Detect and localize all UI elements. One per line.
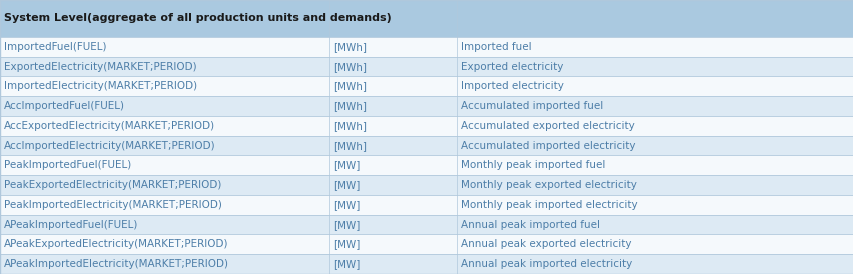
Text: [MW]: [MW] [333,160,360,170]
Text: PeakImportedFuel(FUEL): PeakImportedFuel(FUEL) [4,160,131,170]
Text: [MWh]: [MWh] [333,141,367,151]
Text: Imported fuel: Imported fuel [461,42,531,52]
Text: [MW]: [MW] [333,239,360,249]
Text: Monthly peak exported electricity: Monthly peak exported electricity [461,180,636,190]
Text: AccImportedElectricity(MARKET;PERIOD): AccImportedElectricity(MARKET;PERIOD) [4,141,216,151]
Text: Exported electricity: Exported electricity [461,62,563,72]
Text: Imported electricity: Imported electricity [461,81,563,91]
Text: APeakImportedFuel(FUEL): APeakImportedFuel(FUEL) [4,220,138,230]
Bar [0,175,853,195]
Text: AccExportedElectricity(MARKET;PERIOD): AccExportedElectricity(MARKET;PERIOD) [4,121,215,131]
Bar [0,156,853,175]
Bar [0,57,853,76]
Text: Accumulated imported fuel: Accumulated imported fuel [461,101,603,111]
Text: System Level(aggregate of all production units and demands): System Level(aggregate of all production… [4,13,392,24]
Text: Accumulated imported electricity: Accumulated imported electricity [461,141,635,151]
Text: [MW]: [MW] [333,259,360,269]
Bar [0,76,853,96]
Text: [MW]: [MW] [333,180,360,190]
Bar [0,116,853,136]
Bar [0,215,853,235]
Text: ImportedFuel(FUEL): ImportedFuel(FUEL) [4,42,107,52]
Text: [MW]: [MW] [333,200,360,210]
Bar [0,195,853,215]
Text: [MW]: [MW] [333,220,360,230]
Text: PeakExportedElectricity(MARKET;PERIOD): PeakExportedElectricity(MARKET;PERIOD) [4,180,222,190]
Text: [MWh]: [MWh] [333,101,367,111]
Text: Monthly peak imported fuel: Monthly peak imported fuel [461,160,605,170]
Text: Monthly peak imported electricity: Monthly peak imported electricity [461,200,637,210]
Text: PeakImportedElectricity(MARKET;PERIOD): PeakImportedElectricity(MARKET;PERIOD) [4,200,222,210]
Bar [0,37,853,57]
Text: Annual peak imported electricity: Annual peak imported electricity [461,259,632,269]
Bar [0,0,853,37]
Text: ImportedElectricity(MARKET;PERIOD): ImportedElectricity(MARKET;PERIOD) [4,81,197,91]
Bar [0,254,853,274]
Text: ExportedElectricity(MARKET;PERIOD): ExportedElectricity(MARKET;PERIOD) [4,62,197,72]
Bar [0,235,853,254]
Text: Annual peak exported electricity: Annual peak exported electricity [461,239,631,249]
Text: APeakImportedElectricity(MARKET;PERIOD): APeakImportedElectricity(MARKET;PERIOD) [4,259,229,269]
Bar [0,136,853,156]
Text: [MWh]: [MWh] [333,81,367,91]
Text: APeakExportedElectricity(MARKET;PERIOD): APeakExportedElectricity(MARKET;PERIOD) [4,239,229,249]
Bar [0,96,853,116]
Text: Accumulated exported electricity: Accumulated exported electricity [461,121,634,131]
Text: Annual peak imported fuel: Annual peak imported fuel [461,220,600,230]
Text: AccImportedFuel(FUEL): AccImportedFuel(FUEL) [4,101,125,111]
Text: [MWh]: [MWh] [333,42,367,52]
Text: [MWh]: [MWh] [333,121,367,131]
Text: [MWh]: [MWh] [333,62,367,72]
